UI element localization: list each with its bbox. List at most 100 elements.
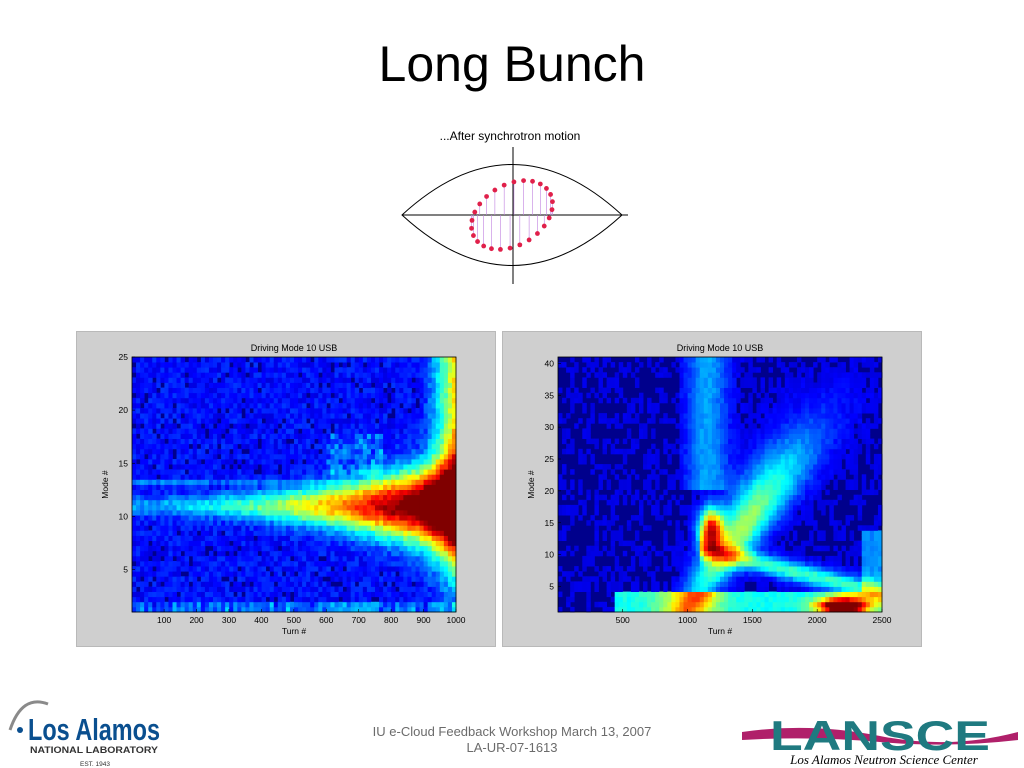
heatmap-cell [622, 453, 628, 460]
heatmap-cell [618, 525, 624, 531]
heatmap-cell [229, 571, 234, 577]
heatmap-cell [152, 362, 157, 368]
heatmap-cell [269, 464, 275, 470]
heatmap-cell [338, 392, 343, 399]
heatmap-cell [671, 474, 676, 480]
heatmap-cell [691, 525, 697, 531]
heatmap-cell [354, 372, 360, 378]
heatmap-cell [144, 469, 149, 475]
heatmap-cell [289, 540, 295, 547]
heatmap-cell [132, 571, 137, 577]
heatmap-cell [172, 408, 177, 414]
heatmap-cell [233, 362, 238, 368]
heatmap-cell [350, 413, 356, 419]
heatmap-cell [362, 525, 368, 531]
heatmap-cell [687, 423, 693, 429]
heatmap-cell [229, 382, 234, 388]
heatmap-cell [310, 448, 315, 455]
heatmap-cell [707, 464, 713, 470]
heatmap-cell [253, 591, 258, 598]
heatmap-cell [362, 469, 368, 475]
heatmap-cell [350, 397, 356, 404]
heatmap-cell [196, 591, 202, 598]
heatmap-cell [184, 448, 190, 455]
heatmap-cell [435, 464, 441, 470]
heatmap-cell [687, 504, 693, 511]
heatmap-cell [192, 428, 198, 434]
heatmap-cell [168, 459, 173, 465]
heatmap-cell [322, 515, 327, 521]
heatmap-cell [334, 387, 339, 394]
heatmap-cell [257, 357, 262, 363]
heatmap-cell [403, 423, 408, 429]
heatmap-cell [176, 525, 181, 531]
heatmap-cell [407, 392, 412, 399]
heatmap-cell [655, 474, 660, 480]
heatmap-cell [322, 479, 327, 485]
heatmap-cell [334, 535, 339, 541]
heatmap-cell [570, 510, 575, 516]
heatmap-cell [330, 545, 335, 552]
heatmap-cell [334, 545, 339, 552]
heatmap-cell [407, 566, 412, 572]
heatmap-cell [350, 443, 356, 450]
heatmap-cell [302, 530, 307, 536]
heatmap-cell [362, 601, 368, 608]
heatmap-cell [407, 362, 412, 368]
heatmap-cell [322, 443, 327, 450]
heatmap-cell [245, 413, 250, 419]
heatmap-cell [330, 387, 335, 394]
heatmap-cell [423, 357, 429, 363]
heatmap-cell [411, 601, 416, 608]
heatmap-cell [289, 433, 295, 439]
heatmap-cell [306, 606, 311, 613]
heatmap-cell [586, 581, 591, 587]
heatmap-cell [277, 504, 283, 511]
heatmap-cell [172, 596, 177, 603]
heatmap-cell [439, 443, 445, 450]
heatmap-cell [285, 479, 291, 485]
heatmap-cell [655, 479, 660, 485]
heatmap-cell [326, 387, 331, 394]
heatmap-cell [346, 459, 352, 465]
heatmap-cell [221, 545, 226, 552]
heatmap-cell [180, 576, 186, 582]
heatmap-cell [132, 479, 137, 485]
heatmap-cell [679, 474, 684, 480]
heatmap-cell [431, 601, 437, 608]
heatmap-cell [447, 596, 453, 603]
heatmap-cell [217, 520, 222, 526]
heatmap-cell [695, 428, 701, 434]
heatmap-cell [687, 428, 693, 434]
heatmap-cell [310, 566, 315, 572]
heatmap-cell [602, 372, 607, 378]
heatmap-cell [443, 530, 449, 536]
heatmap-cell [261, 474, 267, 480]
heatmap-cell [298, 581, 303, 587]
heatmap-cell [395, 382, 400, 388]
heatmap-cell [707, 530, 713, 536]
heatmap-cell [330, 586, 335, 592]
heatmap-cell [148, 571, 153, 577]
heatmap-cell [415, 591, 420, 598]
heatmap-cell [387, 520, 392, 526]
heatmap-cell [338, 530, 343, 536]
heatmap-cell [699, 606, 705, 613]
heatmap-cell [257, 392, 262, 399]
heatmap-cell [326, 484, 331, 490]
heatmap-cell [415, 372, 420, 378]
heatmap-cell [306, 561, 311, 567]
heatmap-cell [598, 550, 603, 557]
heatmap-cell [703, 525, 709, 531]
heatmap-cell [370, 484, 376, 490]
heatmap-cell [188, 438, 194, 445]
heatmap-cell [403, 601, 408, 608]
heatmap-cell [265, 357, 271, 363]
heatmap-cell [346, 423, 352, 429]
heatmap-cell [269, 561, 275, 567]
heatmap-cell [148, 591, 153, 598]
heatmap-cell [330, 499, 335, 506]
heatmap-cell [578, 581, 583, 587]
heatmap-cell [314, 479, 319, 485]
heatmap-cell [221, 382, 226, 388]
